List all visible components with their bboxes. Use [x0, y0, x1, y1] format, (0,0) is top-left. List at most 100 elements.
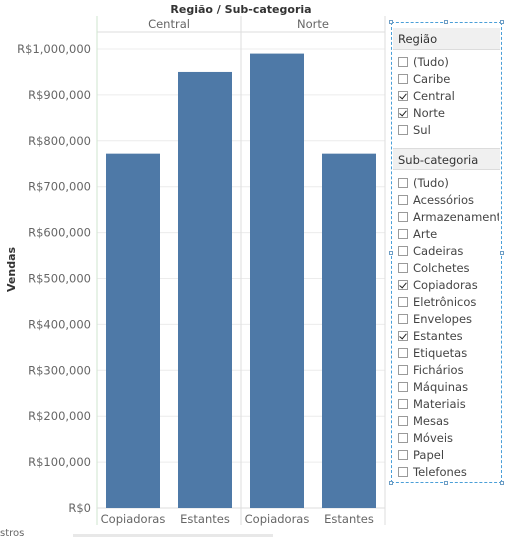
- resize-handle[interactable]: [444, 481, 448, 485]
- checkbox[interactable]: [398, 381, 408, 392]
- filter-item-label: Caribe: [413, 71, 451, 86]
- filter-item[interactable]: Acessórios: [398, 191, 499, 208]
- filter-item[interactable]: (Tudo): [398, 174, 499, 191]
- panel-header-norte: Norte: [297, 17, 329, 31]
- filter-item-label: (Tudo): [413, 54, 449, 69]
- checkbox[interactable]: [398, 194, 408, 205]
- checkbox[interactable]: [398, 124, 408, 135]
- filter-title-subcategoria: Sub-categoria: [393, 148, 500, 170]
- y-tick-label: R$1,000,000: [17, 42, 91, 56]
- checkbox[interactable]: [398, 211, 408, 222]
- bar: [178, 71, 232, 508]
- resize-handle[interactable]: [389, 251, 393, 255]
- filter-item-label: Etiquetas: [413, 345, 468, 360]
- x-tick-label: Estantes: [180, 512, 230, 526]
- checkbox[interactable]: [398, 415, 408, 426]
- y-tick-label: R$600,000: [28, 226, 91, 240]
- filter-item-label: Papel: [413, 447, 445, 462]
- bar: [106, 153, 160, 509]
- filter-list-regiao: (Tudo) Caribe Central Norte Sul: [398, 53, 499, 138]
- filter-item[interactable]: Central: [398, 87, 499, 104]
- y-tick-label: R$300,000: [28, 363, 91, 377]
- filter-item[interactable]: Colchetes: [398, 259, 499, 276]
- filter-item[interactable]: Envelopes: [398, 310, 499, 327]
- filter-item-label: Colchetes: [413, 260, 470, 275]
- filter-item[interactable]: Papel: [398, 446, 499, 463]
- y-tick-label: R$700,000: [28, 180, 91, 194]
- filter-item[interactable]: Etiquetas: [398, 344, 499, 361]
- filter-item[interactable]: Copiadoras: [398, 276, 499, 293]
- filter-item-label: Telefones: [413, 464, 467, 479]
- checkbox[interactable]: [398, 56, 408, 67]
- checkbox[interactable]: [398, 177, 408, 188]
- checkbox[interactable]: [398, 432, 408, 443]
- filter-item[interactable]: Móveis: [398, 429, 499, 446]
- filter-item-label: Envelopes: [413, 311, 473, 326]
- checkbox[interactable]: [398, 228, 408, 239]
- filter-item-label: Arte: [413, 226, 438, 241]
- filter-item-label: Mesas: [413, 413, 450, 428]
- checkbox[interactable]: [398, 466, 408, 477]
- filter-item[interactable]: Materiais: [398, 395, 499, 412]
- filter-item-label: Armazenamento: [413, 209, 499, 224]
- bottom-label-fragment: stros: [0, 528, 25, 539]
- filter-item-label: Copiadoras: [413, 277, 478, 292]
- checkbox[interactable]: [398, 107, 408, 118]
- bar-chart: R$0 R$100,000 R$200,000 R$300,000 R$400,000 R…: [17, 16, 386, 526]
- filter-item[interactable]: Fichários: [398, 361, 499, 378]
- checkbox[interactable]: [398, 279, 408, 290]
- filter-item[interactable]: Eletrônicos: [398, 293, 499, 310]
- filter-item[interactable]: Armazenamento: [398, 208, 499, 225]
- checkbox[interactable]: [398, 398, 408, 409]
- resize-handle[interactable]: [500, 481, 504, 485]
- panel-header-central: Central: [148, 17, 190, 31]
- filter-item-label: Acessórios: [413, 192, 475, 207]
- resize-handle[interactable]: [389, 20, 393, 24]
- checkbox[interactable]: [398, 449, 408, 460]
- resize-handle[interactable]: [389, 481, 393, 485]
- filter-item[interactable]: Telefones: [398, 463, 499, 480]
- y-tick-label: R$200,000: [28, 409, 91, 423]
- filter-item[interactable]: Mesas: [398, 412, 499, 429]
- checkbox[interactable]: [398, 313, 408, 324]
- filter-panel[interactable]: Região (Tudo) Caribe Central Norte Sul Sub-c…: [389, 20, 504, 485]
- resize-handle[interactable]: [500, 251, 504, 255]
- resize-handle[interactable]: [444, 20, 448, 24]
- checkbox[interactable]: [398, 347, 408, 358]
- checkbox[interactable]: [398, 90, 408, 101]
- filter-item-label: Central: [413, 88, 455, 103]
- filter-item-label: Máquinas: [413, 379, 469, 394]
- filter-item[interactable]: Máquinas: [398, 378, 499, 395]
- filter-title-regiao: Região: [393, 28, 500, 50]
- checkbox[interactable]: [398, 364, 408, 375]
- checkbox[interactable]: [398, 262, 408, 273]
- filter-item[interactable]: Sul: [398, 121, 499, 138]
- filter-item-label: Fichários: [413, 362, 464, 377]
- resize-handle[interactable]: [500, 20, 504, 24]
- x-tick-label: Copiadoras: [101, 512, 166, 526]
- filter-item[interactable]: Arte: [398, 225, 499, 242]
- checkbox[interactable]: [398, 245, 408, 256]
- y-tick-label: R$0: [68, 501, 91, 515]
- filter-item-label: Estantes: [413, 328, 463, 343]
- filter-item[interactable]: Caribe: [398, 70, 499, 87]
- checkbox[interactable]: [398, 296, 408, 307]
- x-tick-label: Estantes: [324, 512, 374, 526]
- filter-item[interactable]: (Tudo): [398, 53, 499, 70]
- filter-item[interactable]: Norte: [398, 104, 499, 121]
- filter-item[interactable]: Estantes: [398, 327, 499, 344]
- filter-item-label: Cadeiras: [413, 243, 464, 258]
- filter-item-label: Norte: [413, 105, 445, 120]
- filter-item-label: Materiais: [413, 396, 466, 411]
- y-tick-label: R$800,000: [28, 134, 91, 148]
- filter-list-subcategoria: (Tudo) Acessórios Armazenamento Arte Cadeira…: [398, 174, 499, 480]
- filter-item[interactable]: Cadeiras: [398, 242, 499, 259]
- checkbox[interactable]: [398, 73, 408, 84]
- filter-item-label: Eletrônicos: [413, 294, 477, 309]
- bottom-scrollbar[interactable]: [73, 534, 273, 537]
- y-tick-label: R$500,000: [28, 272, 91, 286]
- filter-item-label: Móveis: [413, 430, 454, 445]
- y-axis-title: Vendas: [5, 246, 18, 292]
- checkbox[interactable]: [398, 330, 408, 341]
- bar: [322, 153, 376, 509]
